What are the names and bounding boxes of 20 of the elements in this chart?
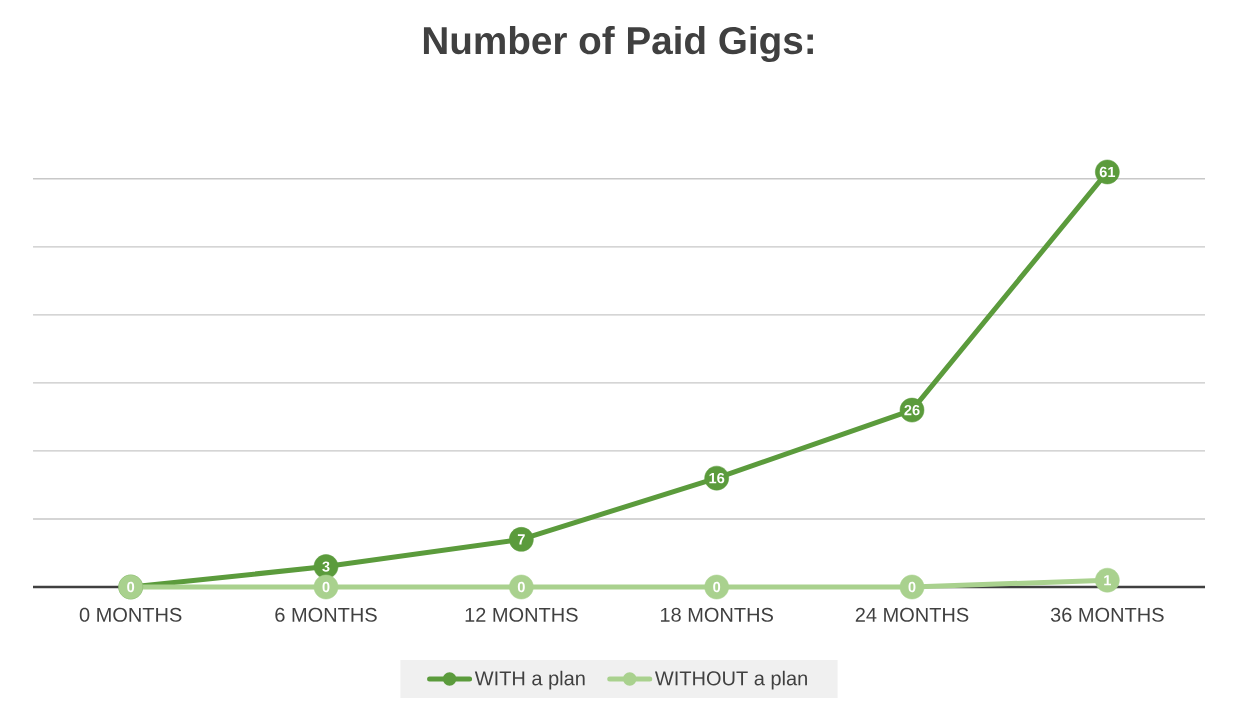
data-label: 3: [322, 561, 330, 572]
data-label: 0: [713, 581, 721, 593]
x-tick-label: 6 MONTHS: [275, 607, 377, 622]
x-tick-label: 18 MONTHS: [660, 607, 773, 622]
data-label: 61: [1099, 166, 1116, 178]
data-label: 7: [517, 534, 525, 545]
data-label: 1: [1104, 575, 1111, 586]
data-label: 0: [127, 581, 135, 593]
data-label: 0: [322, 581, 330, 593]
legend-label: WITH a plan: [474, 670, 585, 690]
data-label: 0: [517, 581, 525, 593]
chart-title: Number of Paid Gigs:: [423, 25, 813, 63]
x-tick-label: 36 MONTHS: [1050, 607, 1164, 622]
data-label: 26: [904, 404, 920, 416]
x-tick-label: 12 MONTHS: [465, 607, 578, 622]
x-tick-label: 0 MONTHS: [79, 607, 182, 622]
data-label: 16: [709, 472, 725, 484]
x-tick-label: 24 MONTHS: [855, 607, 969, 622]
data-label: 0: [908, 581, 916, 593]
legend-label: WITHOUT a plan: [654, 670, 807, 690]
